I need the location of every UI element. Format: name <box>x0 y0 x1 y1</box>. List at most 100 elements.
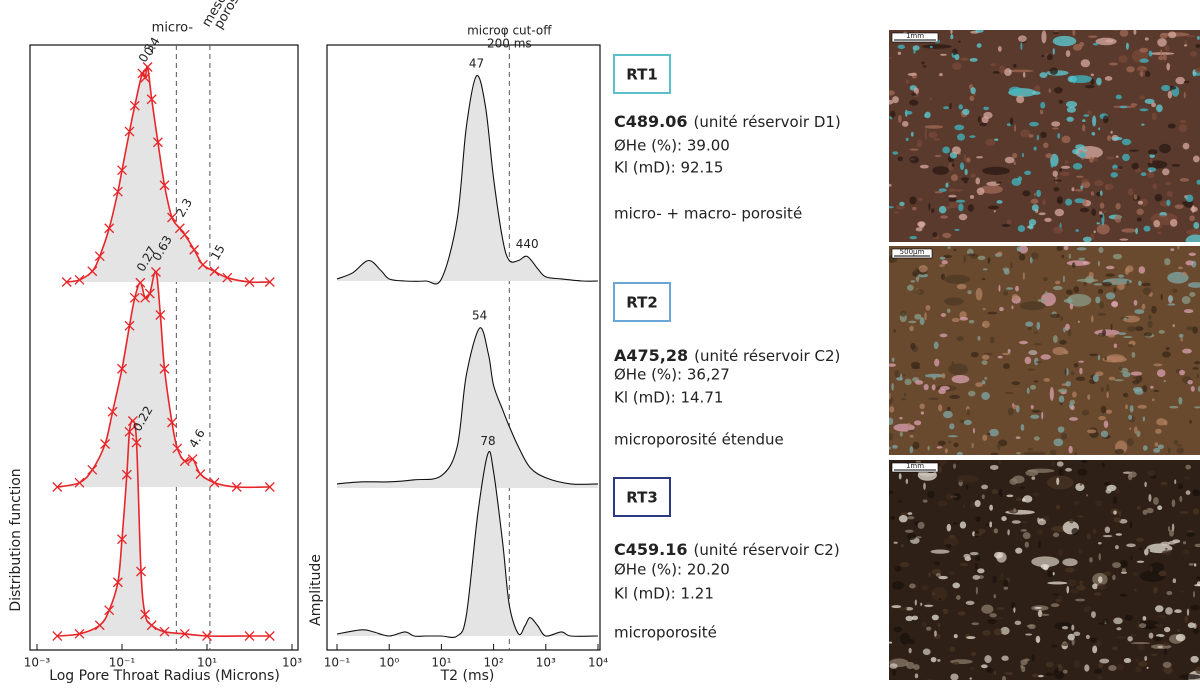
grain <box>921 61 925 65</box>
grain <box>1167 526 1171 532</box>
grain <box>1030 414 1040 419</box>
grain <box>1014 124 1017 132</box>
x-marker <box>264 482 275 492</box>
grain <box>1098 246 1104 253</box>
grain <box>1026 387 1030 394</box>
grain <box>1040 613 1050 616</box>
grain <box>1072 44 1083 51</box>
grain <box>1056 196 1063 205</box>
grain <box>1112 136 1123 141</box>
grain <box>1050 161 1054 168</box>
grain <box>907 512 913 515</box>
grain <box>961 177 970 181</box>
grain <box>1020 42 1023 51</box>
grain <box>915 460 921 463</box>
grain <box>999 65 1006 74</box>
grain <box>1077 320 1080 323</box>
grain <box>1083 605 1091 613</box>
grain <box>1006 494 1014 498</box>
grain <box>915 267 918 274</box>
grain <box>951 146 961 155</box>
grain <box>1030 198 1039 204</box>
grain <box>1078 548 1083 554</box>
grain <box>909 446 914 454</box>
grain <box>1072 75 1077 84</box>
grain <box>896 204 905 210</box>
sample-line: A475,28 (unité réservoir C2) <box>614 346 840 365</box>
grain <box>1038 674 1044 678</box>
grain <box>1033 192 1037 196</box>
grain <box>1128 188 1134 196</box>
grain <box>1036 189 1042 198</box>
grain <box>1099 202 1105 209</box>
grain <box>1016 452 1021 455</box>
grain <box>959 316 969 321</box>
grain <box>975 30 984 33</box>
grain <box>1103 618 1109 624</box>
grain <box>923 482 926 490</box>
grain <box>963 153 967 162</box>
grain <box>975 156 984 159</box>
grain <box>1115 155 1119 158</box>
grain <box>1144 655 1148 662</box>
grain <box>947 246 951 249</box>
grain <box>1120 571 1128 574</box>
grain <box>1147 167 1157 173</box>
grain <box>905 478 909 485</box>
micrograph-texture <box>889 246 1200 455</box>
grain <box>1196 373 1200 379</box>
grain <box>905 137 909 142</box>
grain <box>1162 168 1170 176</box>
grain <box>1011 602 1016 609</box>
grain <box>952 522 958 525</box>
grain <box>1021 152 1024 158</box>
grain <box>1121 228 1137 233</box>
grain <box>939 256 946 260</box>
micrograph: 1mm <box>889 30 1200 242</box>
grain <box>1161 351 1171 358</box>
grain <box>1020 424 1025 431</box>
grain <box>993 210 996 213</box>
peak-label: 54 <box>472 309 487 323</box>
grain <box>1002 290 1009 296</box>
grain <box>1020 664 1024 669</box>
x-marker <box>197 259 208 270</box>
grain <box>1151 398 1155 402</box>
grain <box>946 523 952 532</box>
y-axis-title: Distribution function <box>8 468 24 611</box>
grain <box>1051 461 1056 467</box>
x-marker <box>155 310 166 320</box>
grain <box>1185 260 1194 266</box>
grain <box>1045 153 1053 159</box>
grain <box>1018 35 1027 43</box>
grain <box>1038 212 1046 216</box>
grain <box>1185 326 1195 331</box>
x-marker <box>131 437 142 448</box>
grain <box>1103 420 1109 429</box>
grain <box>1047 581 1068 585</box>
grain <box>1158 143 1171 154</box>
grain <box>1065 50 1071 58</box>
grain <box>1163 379 1167 383</box>
grain <box>1006 287 1014 290</box>
grain <box>1045 672 1054 677</box>
grain <box>943 254 952 259</box>
grain <box>907 429 915 433</box>
grain <box>1169 219 1178 227</box>
x-tick-label: 10⁴ <box>588 656 608 670</box>
grain <box>1192 326 1198 334</box>
grain <box>1180 337 1183 342</box>
grain <box>1168 31 1177 39</box>
grain <box>984 655 992 664</box>
grain <box>917 197 923 201</box>
grain <box>1186 608 1190 616</box>
x-marker <box>146 94 157 105</box>
grain <box>1165 346 1170 351</box>
grain <box>989 464 999 470</box>
grain <box>1069 518 1074 524</box>
grain <box>903 392 907 397</box>
grain <box>1067 633 1075 641</box>
x-marker <box>151 267 161 277</box>
x-marker <box>179 628 190 639</box>
grain <box>958 104 963 110</box>
